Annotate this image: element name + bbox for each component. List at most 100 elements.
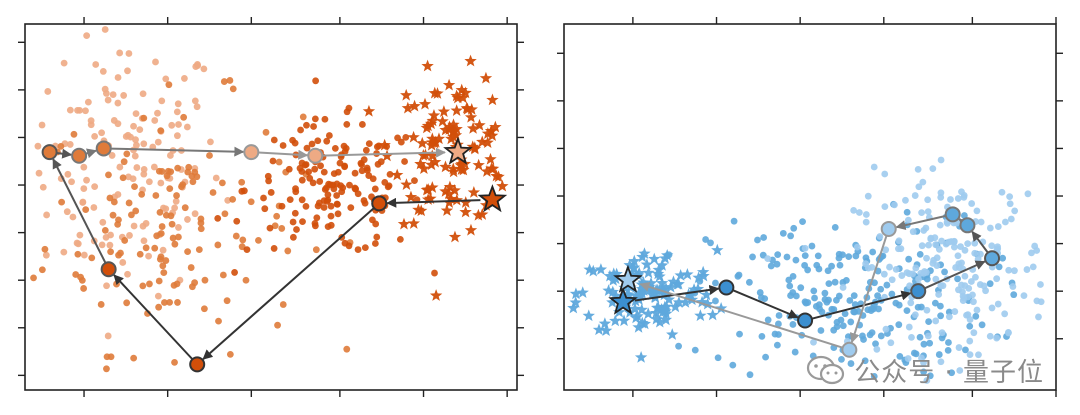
data-point <box>905 323 913 331</box>
trajectory-point <box>944 206 961 223</box>
data-point <box>343 120 351 128</box>
data-point <box>80 251 88 259</box>
data-point <box>622 288 636 301</box>
data-point <box>200 305 208 313</box>
data-point <box>925 318 933 325</box>
data-point <box>43 211 51 219</box>
trajectory-point <box>307 147 324 164</box>
data-point <box>634 350 648 363</box>
data-point <box>775 312 783 319</box>
data-point <box>1007 215 1015 223</box>
data-point <box>799 218 806 226</box>
data-point <box>378 138 391 151</box>
data-point <box>925 241 932 249</box>
data-point <box>633 266 646 279</box>
data-point <box>154 138 162 146</box>
data-point <box>66 141 74 148</box>
data-point <box>289 218 297 226</box>
data-point <box>862 254 870 262</box>
data-point <box>439 123 452 136</box>
data-point <box>932 275 940 283</box>
trajectory-arrow <box>924 260 986 290</box>
data-point <box>273 212 281 220</box>
data-point <box>136 250 144 258</box>
data-point <box>692 271 705 284</box>
data-point <box>666 328 679 340</box>
data-point <box>938 329 946 337</box>
data-point <box>811 294 818 302</box>
data-point <box>238 178 246 186</box>
data-point <box>168 121 176 129</box>
data-point <box>130 222 138 230</box>
data-point <box>817 327 825 334</box>
data-point <box>155 277 163 285</box>
data-point <box>1033 297 1041 305</box>
data-point <box>41 245 49 253</box>
data-point <box>278 225 286 232</box>
data-point <box>847 318 855 326</box>
data-point <box>191 210 199 218</box>
data-point <box>247 198 255 206</box>
data-point <box>712 279 719 287</box>
data-point <box>993 334 1001 342</box>
data-point <box>145 252 152 260</box>
data-point <box>1005 266 1013 274</box>
data-point <box>674 269 687 281</box>
data-point <box>187 264 195 271</box>
data-point <box>1023 266 1031 273</box>
data-point <box>975 351 982 359</box>
data-point <box>821 289 829 297</box>
data-point <box>933 262 941 269</box>
data-point <box>966 322 974 330</box>
data-point <box>341 148 349 155</box>
data-point <box>284 247 292 255</box>
data-point <box>69 213 77 221</box>
data-point <box>175 121 182 128</box>
data-point <box>90 204 98 211</box>
data-point <box>260 194 267 202</box>
data-point <box>658 303 671 316</box>
data-point <box>448 230 462 243</box>
data-point <box>941 268 948 276</box>
data-point <box>44 88 52 95</box>
data-point <box>464 223 478 236</box>
data-point <box>219 271 227 279</box>
data-point <box>416 136 429 149</box>
data-point <box>1035 313 1042 321</box>
data-point <box>644 276 658 289</box>
data-point <box>852 252 860 260</box>
data-point <box>861 357 869 365</box>
data-point <box>988 304 996 312</box>
data-point <box>964 311 972 318</box>
data-point <box>701 297 714 310</box>
data-point <box>936 221 944 229</box>
data-point <box>815 301 823 309</box>
data-point <box>702 236 710 243</box>
data-point <box>986 224 994 232</box>
data-point <box>1024 190 1032 198</box>
data-point <box>270 245 278 252</box>
data-point <box>411 177 418 185</box>
data-point <box>810 287 818 295</box>
data-point <box>266 224 274 232</box>
data-point <box>171 358 178 366</box>
data-point <box>927 235 935 243</box>
data-point <box>311 115 319 123</box>
data-point <box>139 282 147 290</box>
data-point <box>877 332 885 340</box>
data-point <box>895 301 903 309</box>
data-point <box>184 216 191 223</box>
data-point <box>999 254 1007 262</box>
data-point <box>74 106 81 114</box>
data-point <box>159 246 167 254</box>
data-point <box>887 339 895 347</box>
data-point <box>371 185 379 193</box>
data-point <box>846 297 854 304</box>
data-point <box>609 272 622 285</box>
data-point <box>446 125 460 138</box>
data-point <box>835 292 843 300</box>
data-point <box>1020 292 1028 299</box>
data-point <box>142 244 150 252</box>
data-point <box>898 272 906 279</box>
data-point <box>243 246 251 254</box>
